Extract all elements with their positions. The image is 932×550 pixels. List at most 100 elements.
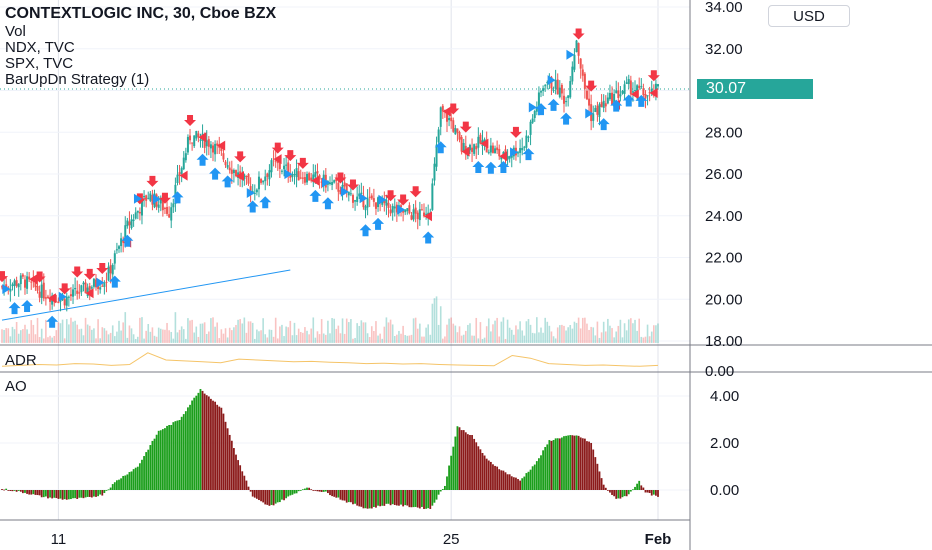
- ao-bar: [368, 490, 371, 509]
- volume-bar: [49, 335, 51, 343]
- volume-bar: [122, 322, 124, 343]
- candle-body: [487, 152, 490, 154]
- volume-bar: [55, 330, 58, 343]
- candle-body: [13, 280, 16, 286]
- volume-bar: [364, 322, 367, 343]
- candle-body: [585, 90, 588, 100]
- ao-bar: [435, 490, 438, 500]
- volume-bar: [533, 333, 536, 343]
- volume-bar: [237, 319, 239, 343]
- ao-bar: [590, 442, 593, 490]
- short-entry-marker: [47, 293, 56, 304]
- ao-bar: [107, 489, 110, 491]
- ao-bar: [295, 490, 298, 494]
- ao-bar: [385, 490, 388, 504]
- volume-bar: [648, 336, 651, 343]
- ao-bar: [147, 449, 150, 490]
- volume-bar: [559, 325, 561, 343]
- legend-ndx[interactable]: NDX, TVC: [5, 39, 75, 56]
- legend-strategy[interactable]: BarUpDn Strategy (1): [5, 71, 150, 88]
- ao-bar: [446, 476, 448, 490]
- currency-button[interactable]: USD: [768, 5, 850, 27]
- volume-bar: [272, 336, 275, 343]
- candle-body: [640, 86, 643, 88]
- volume-bar: [425, 327, 427, 343]
- ao-bar: [606, 490, 609, 491]
- candle-body: [299, 177, 302, 179]
- candle-body: [552, 90, 555, 92]
- ao-bar: [604, 487, 607, 490]
- price-tick-label: 18.00: [705, 333, 743, 350]
- candle-body: [560, 84, 563, 94]
- short-arrow: [647, 70, 660, 82]
- ao-bar: [444, 485, 446, 490]
- legend-title[interactable]: CONTEXTLOGIC INC, 30, Cboe BZX: [5, 5, 277, 22]
- volume-bar: [78, 329, 81, 343]
- short-entry-marker: [480, 138, 489, 149]
- candle-body: [569, 81, 572, 98]
- candle-body: [389, 209, 392, 214]
- candle-body: [63, 299, 66, 306]
- volume-bar: [264, 334, 267, 343]
- ao-bar: [646, 490, 649, 493]
- candle-body: [414, 207, 417, 214]
- candle-body: [623, 84, 626, 94]
- volume-bar: [228, 327, 231, 343]
- volume-bar: [519, 321, 521, 343]
- candle-body: [232, 170, 235, 174]
- ao-bar: [113, 482, 116, 490]
- candle-body: [260, 179, 263, 183]
- ao-bar: [70, 490, 72, 500]
- ao-bar: [586, 441, 588, 490]
- volume-bar: [650, 331, 653, 343]
- volume-bar: [266, 337, 269, 343]
- candle-body: [546, 82, 549, 84]
- short-entry-marker: [217, 140, 226, 151]
- volume-bar: [243, 317, 246, 343]
- short-arrow: [83, 268, 96, 280]
- ao-bar: [358, 490, 361, 507]
- ao-bar: [124, 475, 127, 490]
- candle-body: [176, 174, 179, 183]
- ao-bar: [21, 490, 24, 494]
- ao-label[interactable]: AO: [5, 378, 27, 395]
- long-entry-marker: [152, 194, 161, 205]
- ao-bar: [299, 490, 302, 491]
- adr-label[interactable]: ADR: [5, 352, 37, 369]
- candle-body: [161, 197, 164, 211]
- legend-vol[interactable]: Vol: [5, 23, 26, 40]
- volume-bar: [527, 319, 530, 343]
- ao-bar: [609, 490, 611, 493]
- candle-body: [333, 180, 336, 183]
- ao-bar: [448, 465, 450, 490]
- volume-bar: [408, 335, 411, 343]
- candle-body: [78, 292, 81, 294]
- ao-bar: [153, 438, 156, 490]
- volume-bar: [387, 322, 390, 343]
- ao-bar: [458, 427, 461, 490]
- volume-bar: [180, 326, 183, 343]
- ao-bar: [489, 461, 492, 490]
- ao-bar: [5, 488, 8, 490]
- ao-tick-label: 4.00: [710, 388, 739, 405]
- candle-body: [253, 192, 256, 194]
- volume-bar: [454, 325, 457, 343]
- candle-body: [604, 103, 607, 107]
- candle-body: [542, 88, 545, 91]
- ao-bar: [642, 487, 645, 490]
- ao-bar: [228, 434, 231, 490]
- volume-bar: [210, 318, 212, 343]
- candle-body: [147, 197, 150, 199]
- candle-body: [368, 196, 371, 198]
- trendline[interactable]: [1, 269, 291, 321]
- ao-bar: [51, 490, 54, 499]
- ao-bar: [395, 490, 398, 506]
- short-entry-marker: [311, 175, 320, 186]
- candle-body: [448, 118, 451, 121]
- volume-bar: [268, 329, 271, 343]
- candle-body: [533, 111, 536, 118]
- legend-spx[interactable]: SPX, TVC: [5, 55, 74, 72]
- candle-body: [99, 287, 102, 290]
- ao-bar: [657, 490, 659, 497]
